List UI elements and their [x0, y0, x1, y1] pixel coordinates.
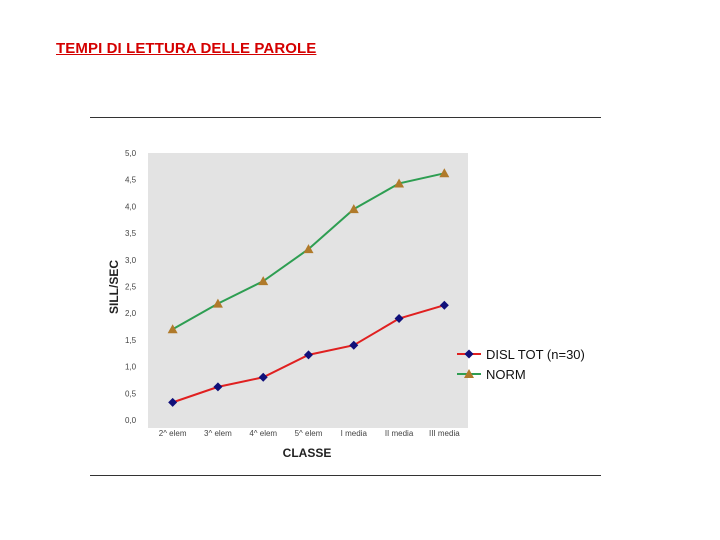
y-axis-ticks: 0,0 0,5 1,0 1,5 2,0 2,5 3,0 3,5 4,0 4,5 5,0: [125, 149, 137, 425]
x-tick-label: III media: [429, 429, 460, 438]
data-point: [349, 340, 359, 350]
data-point: [258, 372, 268, 382]
x-tick-label: 2^ elem: [159, 429, 187, 438]
y-tick-label: 3,0: [125, 256, 137, 265]
y-tick-label: 4,0: [125, 202, 137, 211]
plot-area: [148, 153, 468, 428]
x-axis-ticks: 2^ elem 3^ elem 4^ elem 5^ elem I media II me…: [159, 429, 460, 438]
series-layer: [167, 168, 450, 407]
data-point: [303, 244, 314, 254]
x-tick-label: II media: [385, 429, 414, 438]
y-tick-label: 0,0: [125, 416, 137, 425]
data-point: [212, 298, 223, 308]
legend-label: DISL TOT (n=30): [486, 347, 585, 362]
x-tick-label: 5^ elem: [295, 429, 323, 438]
y-tick-label: 2,0: [125, 309, 137, 318]
data-point: [394, 178, 405, 188]
series-1: [168, 300, 449, 407]
legend-item: DISL TOT (n=30): [457, 347, 585, 362]
y-tick-label: 0,5: [125, 389, 137, 398]
data-point: [168, 397, 178, 407]
x-tick-label: 4^ elem: [249, 429, 277, 438]
data-point: [213, 382, 223, 392]
top-divider: [90, 117, 601, 118]
y-tick-label: 1,0: [125, 363, 137, 372]
x-tick-label: 3^ elem: [204, 429, 232, 438]
x-tick-label: I media: [341, 429, 368, 438]
data-point: [304, 350, 313, 360]
x-axis-label: CLASSE: [283, 446, 332, 460]
legend: DISL TOT (n=30) NORM: [457, 347, 585, 382]
data-point: [258, 276, 269, 286]
bottom-divider: [90, 475, 601, 476]
data-point: [439, 168, 450, 178]
y-tick-label: 3,5: [125, 229, 137, 238]
data-point: [348, 204, 359, 214]
page-title: TEMPI DI LETTURA DELLE PAROLE: [56, 40, 317, 57]
data-point: [167, 324, 178, 334]
legend-marker: [464, 369, 474, 378]
y-tick-label: 5,0: [125, 149, 137, 158]
y-tick-label: 4,5: [125, 176, 137, 185]
data-point: [394, 314, 404, 324]
legend-marker: [464, 349, 474, 359]
series-2: [167, 168, 450, 334]
legend-item: NORM: [457, 367, 526, 382]
legend-label: NORM: [486, 367, 526, 382]
y-tick-label: 2,5: [125, 283, 137, 292]
data-point: [439, 300, 449, 310]
y-axis-label: SILL/SEC: [107, 260, 121, 314]
y-tick-label: 1,5: [125, 336, 137, 345]
